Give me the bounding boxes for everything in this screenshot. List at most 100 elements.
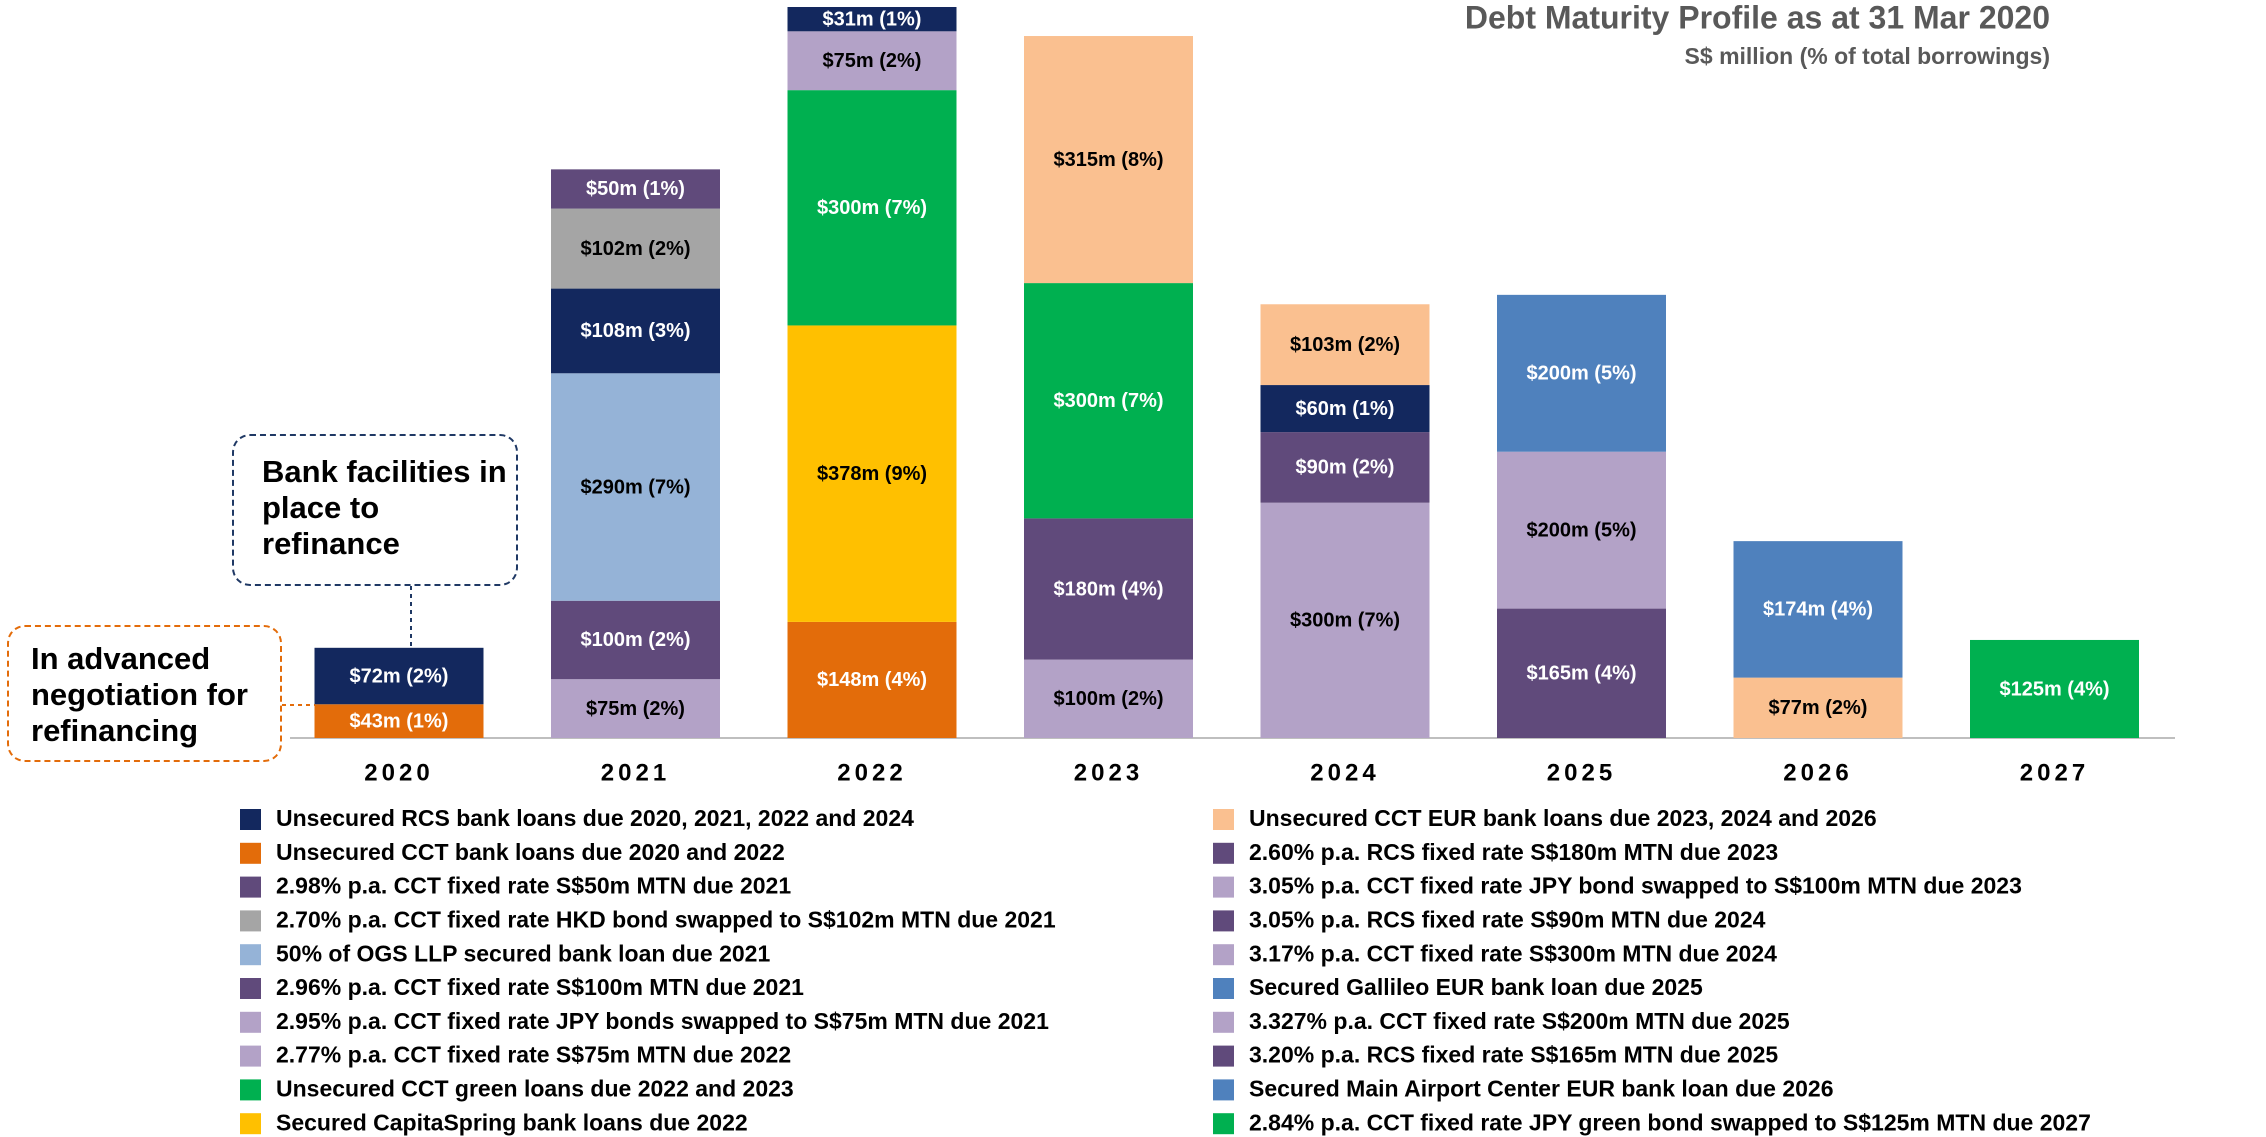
legend-swatch bbox=[1213, 1113, 1234, 1135]
x-tick-label: 2021 bbox=[601, 759, 670, 786]
data-label: $174m (4%) bbox=[1763, 599, 1873, 621]
x-tick-label: 2026 bbox=[1783, 759, 1852, 786]
data-label: $77m (2%) bbox=[1769, 697, 1868, 719]
legend-label: Secured Gallileo EUR bank loan due 2025 bbox=[1249, 974, 1703, 1000]
chart-subtitle: S$ million (% of total borrowings) bbox=[1685, 43, 2050, 69]
data-label: $50m (1%) bbox=[586, 178, 685, 200]
legend-label: 2.77% p.a. CCT fixed rate S$75m MTN due … bbox=[276, 1042, 791, 1068]
data-label: $108m (3%) bbox=[580, 320, 690, 342]
legend-label: Unsecured CCT EUR bank loans due 2023, 2… bbox=[1249, 805, 1877, 831]
annotation: In advanced negotiation for refinancing bbox=[7, 625, 282, 762]
legend-swatch bbox=[240, 1079, 261, 1101]
legend-label: 2.60% p.a. RCS fixed rate S$180m MTN due… bbox=[1249, 839, 1778, 865]
x-tick-label: 2020 bbox=[364, 759, 433, 786]
bar-segment bbox=[787, 31, 957, 91]
bar-segment bbox=[787, 7, 957, 32]
legend-label: 2.84% p.a. CCT fixed rate JPY green bond… bbox=[1249, 1109, 2091, 1135]
bar-segment bbox=[551, 208, 720, 289]
legend-swatch bbox=[1213, 842, 1234, 864]
data-label: $72m (2%) bbox=[350, 665, 449, 687]
legend-label: Unsecured CCT bank loans due 2020 and 20… bbox=[276, 839, 785, 865]
data-label: $290m (7%) bbox=[580, 476, 690, 498]
data-label: $100m (2%) bbox=[1053, 688, 1163, 710]
legend-label: Secured Main Airport Center EUR bank loa… bbox=[1249, 1075, 1834, 1101]
legend-label: 3.20% p.a. RCS fixed rate S$165m MTN due… bbox=[1249, 1042, 1778, 1068]
legend-label: 2.98% p.a. CCT fixed rate S$50m MTN due … bbox=[276, 873, 791, 899]
data-label: $200m (5%) bbox=[1526, 519, 1636, 541]
data-label: $102m (2%) bbox=[580, 238, 690, 260]
x-tick-label: 2027 bbox=[2020, 759, 2089, 786]
data-label: $200m (5%) bbox=[1526, 363, 1636, 385]
bar-segment bbox=[787, 325, 957, 622]
annotation: Bank facilities in place to refinance bbox=[232, 434, 518, 586]
data-label: $100m (2%) bbox=[580, 629, 690, 651]
bar-segment bbox=[1260, 304, 1430, 386]
bar-segment bbox=[551, 679, 720, 738]
bar-segment bbox=[787, 621, 957, 738]
data-label: $300m (7%) bbox=[817, 197, 927, 219]
legend-swatch bbox=[240, 876, 261, 898]
bar-segment bbox=[1733, 541, 1903, 678]
legend-label: 2.70% p.a. CCT fixed rate HKD bond swapp… bbox=[276, 906, 1056, 932]
legend-label: 50% of OGS LLP secured bank loan due 202… bbox=[276, 940, 770, 966]
bar-segment bbox=[1024, 518, 1193, 660]
data-label: $378m (9%) bbox=[817, 463, 927, 485]
bar-segment bbox=[1260, 502, 1430, 738]
bar-segment bbox=[1497, 608, 1666, 738]
legend-label: Secured CapitaSpring bank loans due 2022 bbox=[276, 1109, 748, 1135]
legend-swatch bbox=[240, 910, 261, 932]
bar-segment bbox=[551, 288, 720, 374]
legend-swatch bbox=[1213, 978, 1234, 999]
bar-segment bbox=[551, 600, 720, 680]
legend-swatch bbox=[240, 978, 261, 999]
legend-label: 2.96% p.a. CCT fixed rate S$100m MTN due… bbox=[276, 974, 804, 1000]
data-label: $180m (4%) bbox=[1053, 578, 1163, 600]
legend-label: 3.05% p.a. CCT fixed rate JPY bond swapp… bbox=[1249, 873, 2022, 899]
bar-segment bbox=[1497, 451, 1666, 609]
data-label: $300m (7%) bbox=[1290, 610, 1400, 632]
data-label: $75m (2%) bbox=[586, 698, 685, 720]
legend-label: 3.17% p.a. CCT fixed rate S$300m MTN due… bbox=[1249, 940, 1777, 966]
bar-segment bbox=[787, 90, 957, 326]
bar-segment bbox=[551, 169, 720, 209]
legend-swatch bbox=[240, 809, 261, 830]
legend-swatch bbox=[240, 944, 261, 966]
legend-label: 3.05% p.a. RCS fixed rate S$90m MTN due … bbox=[1249, 906, 1766, 932]
data-label: $60m (1%) bbox=[1296, 398, 1395, 420]
legend-swatch bbox=[1213, 809, 1234, 830]
legend-swatch bbox=[1213, 944, 1234, 966]
bar-segment bbox=[1260, 432, 1430, 503]
chart-title: Debt Maturity Profile as at 31 Mar 2020 bbox=[1465, 0, 2050, 35]
data-label: $148m (4%) bbox=[817, 669, 927, 691]
legend-label: 3.327% p.a. CCT fixed rate S$200m MTN du… bbox=[1249, 1008, 1790, 1034]
bar-segment bbox=[551, 373, 720, 601]
bar-segment bbox=[1733, 677, 1903, 738]
x-tick-label: 2023 bbox=[1074, 759, 1143, 786]
legend-swatch bbox=[1213, 876, 1234, 898]
bar-segment bbox=[1970, 639, 2139, 738]
x-tick-label: 2025 bbox=[1547, 759, 1616, 786]
legend-swatch bbox=[240, 1011, 261, 1033]
legend-swatch bbox=[1213, 1045, 1234, 1067]
legend-label: 2.95% p.a. CCT fixed rate JPY bonds swap… bbox=[276, 1008, 1049, 1034]
legend-swatch bbox=[240, 1113, 261, 1135]
x-tick-label: 2022 bbox=[837, 759, 906, 786]
bar-segment bbox=[314, 704, 484, 738]
bar-segment bbox=[1260, 385, 1430, 433]
data-label: $165m (4%) bbox=[1526, 663, 1636, 685]
bar-segment bbox=[1024, 36, 1193, 284]
legend-label: Unsecured CCT green loans due 2022 and 2… bbox=[276, 1075, 794, 1101]
legend-swatch bbox=[1213, 1011, 1234, 1033]
data-label: $103m (2%) bbox=[1290, 334, 1400, 356]
legend-swatch bbox=[1213, 910, 1234, 932]
data-label: $315m (8%) bbox=[1053, 149, 1163, 171]
legend-swatch bbox=[1213, 1079, 1234, 1101]
bar-segment bbox=[1497, 294, 1666, 452]
bar-segment bbox=[314, 647, 484, 705]
data-label: $125m (4%) bbox=[1999, 678, 2109, 700]
legend-swatch bbox=[240, 842, 261, 864]
x-tick-label: 2024 bbox=[1310, 759, 1379, 786]
data-label: $300m (7%) bbox=[1053, 390, 1163, 412]
bar-segment bbox=[1024, 283, 1193, 519]
